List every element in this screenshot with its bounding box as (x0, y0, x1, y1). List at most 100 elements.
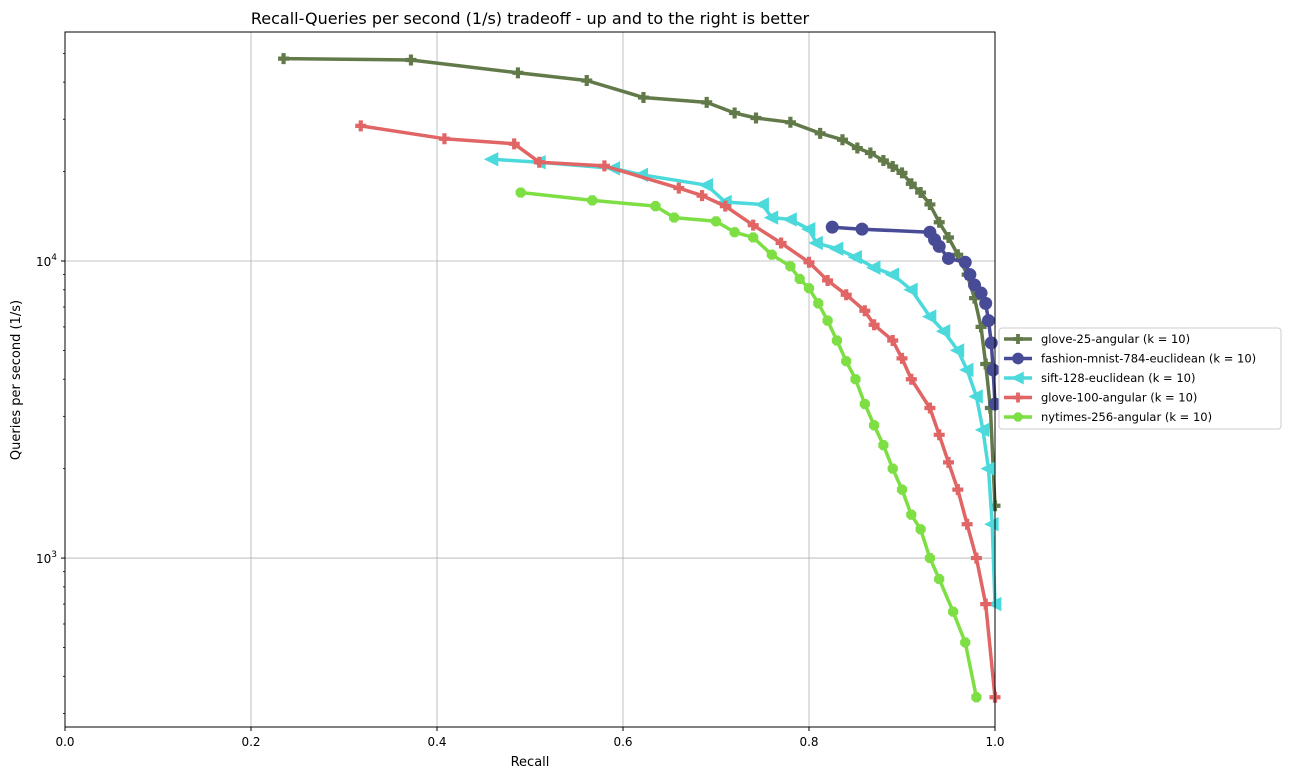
data-point (698, 177, 714, 193)
data-point (355, 120, 367, 132)
legend-label: fashion-mnist-784-euclidean (k = 10) (1041, 352, 1256, 366)
series-group (278, 53, 1002, 703)
data-point (803, 283, 815, 294)
data-point (775, 237, 787, 249)
data-point (278, 53, 290, 65)
legend-box (998, 327, 1282, 430)
series (825, 220, 1002, 411)
legend-label: glove-100-angular (k = 10) (1041, 391, 1197, 405)
data-point (825, 220, 839, 234)
x-tick-label: 0.8 (799, 735, 818, 749)
data-point (1013, 392, 1023, 403)
legend-item: glove-25-angular (k = 10) (1004, 332, 1190, 346)
data-point (719, 200, 731, 212)
data-point (1013, 412, 1023, 422)
data-point (701, 96, 713, 108)
data-point (869, 420, 880, 431)
series-line (518, 190, 979, 700)
data-point (980, 358, 992, 370)
grid-lines (65, 32, 995, 727)
data-point (896, 484, 908, 495)
series-line (490, 157, 997, 606)
data-point (855, 222, 869, 236)
data-point (979, 296, 993, 310)
data-point (729, 227, 740, 238)
data-point (948, 606, 959, 617)
data-point (933, 216, 945, 228)
data-point (1013, 334, 1023, 344)
chart-title: Recall-Queries per second (1/s) tradeoff… (251, 9, 810, 28)
data-point (696, 190, 708, 202)
data-point (924, 198, 936, 210)
data-point (905, 178, 917, 190)
x-tick-label: 1.0 (985, 735, 1004, 749)
data-point (822, 274, 834, 286)
data-point (924, 402, 936, 414)
data-point (785, 261, 796, 272)
legend-item: sift-128-euclidean (k = 10) (1004, 371, 1195, 385)
data-point (971, 692, 982, 703)
data-point (750, 112, 762, 124)
legend-label: glove-25-angular (k = 10) (1041, 332, 1190, 346)
legend-label: sift-128-euclidean (k = 10) (1041, 371, 1195, 385)
data-point (960, 637, 971, 648)
data-point (748, 232, 759, 243)
data-point (942, 251, 955, 265)
x-tick-label: 0.0 (55, 735, 74, 749)
legend-item: nytimes-256-angular (k = 10) (1004, 410, 1212, 424)
x-tick-label: 0.2 (241, 735, 260, 749)
data-point (864, 147, 876, 159)
data-point (933, 429, 945, 441)
series (515, 187, 982, 703)
series-line (281, 56, 997, 508)
data-point (896, 352, 908, 364)
data-point (866, 260, 881, 275)
x-ticks: 0.0 0.2 0.4 0.6 0.8 1.0 (55, 727, 1005, 749)
data-point (438, 133, 450, 145)
data-point (840, 289, 852, 301)
data-point (984, 336, 998, 350)
data-point (905, 373, 917, 385)
data-point (763, 210, 779, 225)
data-point (836, 134, 848, 146)
data-point (974, 422, 990, 438)
data-point (987, 596, 1002, 612)
x-tick-label: 0.6 (613, 735, 632, 749)
data-point (766, 249, 777, 260)
data-point (961, 518, 973, 530)
data-point (581, 75, 593, 87)
data-point (841, 356, 852, 367)
data-point (859, 398, 870, 410)
data-point (669, 212, 680, 223)
data-point (970, 552, 982, 564)
data-point (1012, 352, 1024, 365)
data-point (974, 286, 988, 300)
data-point (515, 187, 526, 198)
data-point (747, 219, 759, 231)
data-point (794, 273, 805, 285)
data-point (943, 231, 954, 243)
data-point (906, 509, 917, 520)
legend: glove-25-angular (k = 10) fashion-mnist-7… (998, 327, 1282, 430)
data-point (483, 152, 499, 167)
data-point (981, 314, 995, 328)
data-point (903, 282, 918, 297)
x-tick-label: 0.4 (427, 735, 446, 749)
y-tick-label: 104 (36, 253, 57, 269)
x-axis-label: Recall (511, 755, 550, 770)
data-point (814, 127, 826, 139)
data-point (405, 54, 417, 66)
data-point (887, 161, 899, 173)
data-point (729, 107, 741, 119)
data-point (828, 241, 844, 256)
y-ticks: 103 104 (36, 52, 65, 714)
data-point (598, 160, 610, 172)
data-point (847, 249, 862, 265)
data-point (650, 201, 661, 212)
data-point (754, 197, 769, 212)
data-point (915, 524, 926, 535)
data-point (784, 116, 796, 128)
legend-item: fashion-mnist-784-euclidean (k = 10) (1004, 352, 1256, 366)
series (278, 53, 1001, 512)
